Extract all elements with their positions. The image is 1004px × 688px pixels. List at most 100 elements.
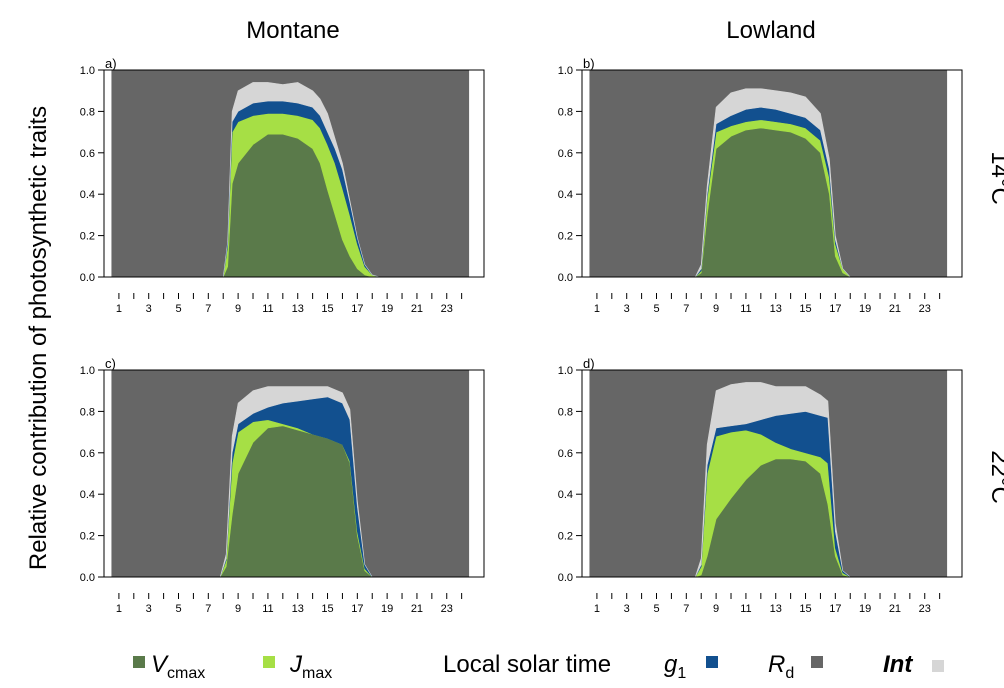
y-tick-label: 0.2 (558, 231, 573, 243)
x-tick-label: 13 (292, 303, 304, 315)
y-tick-label: 0.0 (558, 272, 573, 284)
x-tick-label: 7 (205, 603, 211, 615)
y-axis-label: Relative contribution of photosynthetic … (25, 106, 52, 570)
panel-d: 0.00.20.40.60.81.01 3 5 7 9 11 13 15 17 19 21 23d) (558, 356, 963, 615)
legend-swatch-vcmax (133, 656, 145, 668)
x-tick-label: 9 (713, 603, 719, 615)
x-tick-label: 17 (829, 303, 841, 315)
x-tick-label: 15 (321, 603, 333, 615)
y-tick-label: 0.8 (558, 406, 573, 418)
y-tick-label: 0.8 (80, 406, 95, 418)
y-tick-label: 1.0 (558, 365, 573, 377)
y-tick-label: 0.2 (80, 231, 95, 243)
panel-label: a) (105, 56, 117, 71)
column-title-lowland: Lowland (726, 17, 815, 44)
y-tick-label: 0.6 (80, 448, 95, 460)
x-tick-label: 3 (146, 303, 152, 315)
y-tick-label: 0.8 (80, 106, 95, 118)
plot-frame (103, 69, 485, 278)
x-tick-label: 13 (770, 603, 782, 615)
panel-label: b) (583, 56, 595, 71)
y-tick-label: 0.0 (80, 572, 95, 584)
y-tick-label: 1.0 (80, 65, 95, 77)
x-tick-label: 7 (205, 303, 211, 315)
y-tick-label: 0.4 (80, 489, 95, 501)
y-tick-label: 0.4 (80, 189, 95, 201)
panel-b: 0.00.20.40.60.81.01 3 5 7 9 11 13 15 17 19 21 23b) (558, 56, 963, 315)
x-tick-label: 13 (292, 603, 304, 615)
x-tick-label: 5 (175, 603, 181, 615)
y-tick-label: 0.8 (558, 106, 573, 118)
panel-label: d) (583, 356, 595, 371)
x-tick-label: 21 (889, 303, 901, 315)
legend-swatch-int (932, 660, 944, 672)
x-tick-label: 5 (653, 603, 659, 615)
x-tick-label: 3 (624, 303, 630, 315)
y-tick-label: 0.6 (558, 448, 573, 460)
x-tick-label: 13 (770, 303, 782, 315)
x-tick-label: 23 (919, 303, 931, 315)
x-tick-label: 23 (441, 303, 453, 315)
x-tick-label: 15 (799, 603, 811, 615)
x-tick-label: 11 (740, 303, 751, 315)
x-tick-label: 3 (146, 603, 152, 615)
plot-frame (581, 369, 963, 578)
x-tick-label: 7 (683, 303, 689, 315)
panel-a: 0.00.20.40.60.81.01 3 5 7 9 11 13 15 17 19 21 23a) (80, 56, 485, 315)
y-tick-label: 0.6 (80, 148, 95, 160)
x-tick-label: 21 (411, 603, 423, 615)
x-tick-label: 5 (653, 303, 659, 315)
x-tick-label: 3 (624, 603, 630, 615)
x-tick-label: 23 (919, 603, 931, 615)
x-axis-label: Local solar time (443, 651, 611, 678)
plot-frame (103, 369, 485, 578)
x-tick-label: 7 (683, 603, 689, 615)
x-tick-label: 1 (594, 603, 600, 615)
y-tick-label: 0.0 (558, 572, 573, 584)
x-tick-label: 15 (321, 303, 333, 315)
column-title-montane: Montane (246, 17, 339, 44)
x-tick-label: 9 (713, 303, 719, 315)
legend-label-int: Int (883, 651, 913, 678)
legend-swatch-jmax (263, 656, 275, 668)
y-tick-label: 0.2 (80, 531, 95, 543)
plot-frame (581, 69, 963, 278)
row-title-22c: 22°C (986, 450, 1004, 504)
y-tick-label: 1.0 (80, 365, 95, 377)
x-tick-label: 1 (116, 603, 122, 615)
x-tick-label: 5 (175, 303, 181, 315)
legend-label-g1: g1 (664, 651, 686, 682)
panel-label: c) (105, 356, 116, 371)
x-tick-label: 21 (411, 303, 423, 315)
x-tick-label: 23 (441, 603, 453, 615)
y-tick-label: 0.4 (558, 189, 573, 201)
row-title-14c: 14°C (986, 151, 1004, 205)
x-tick-label: 11 (262, 303, 273, 315)
x-tick-label: 9 (235, 603, 241, 615)
x-tick-label: 1 (116, 303, 122, 315)
x-tick-label: 11 (262, 603, 273, 615)
legend-label-rd: Rd (768, 651, 794, 682)
legend-swatch-g1 (706, 656, 718, 668)
x-tick-label: 19 (859, 603, 871, 615)
x-tick-label: 17 (351, 603, 363, 615)
y-tick-label: 0.4 (558, 489, 573, 501)
x-tick-label: 17 (829, 603, 841, 615)
panel-c: 0.00.20.40.60.81.01 3 5 7 9 11 13 15 17 19 21 23c) (80, 356, 485, 615)
legend-label-jmax: Jmax (289, 651, 332, 682)
y-tick-label: 0.6 (558, 148, 573, 160)
legend: Vcmax Jmax Local solar time g1 Rd Int (133, 651, 944, 682)
y-tick-label: 1.0 (558, 65, 573, 77)
legend-swatch-rd (811, 656, 823, 668)
y-tick-label: 0.0 (80, 272, 95, 284)
legend-label-vcmax: Vcmax (151, 651, 205, 682)
x-tick-label: 17 (351, 303, 363, 315)
x-tick-label: 11 (740, 603, 751, 615)
x-tick-label: 19 (381, 603, 393, 615)
x-tick-label: 21 (889, 603, 901, 615)
x-tick-label: 9 (235, 303, 241, 315)
x-tick-label: 1 (594, 303, 600, 315)
x-tick-label: 15 (799, 303, 811, 315)
x-tick-label: 19 (381, 303, 393, 315)
